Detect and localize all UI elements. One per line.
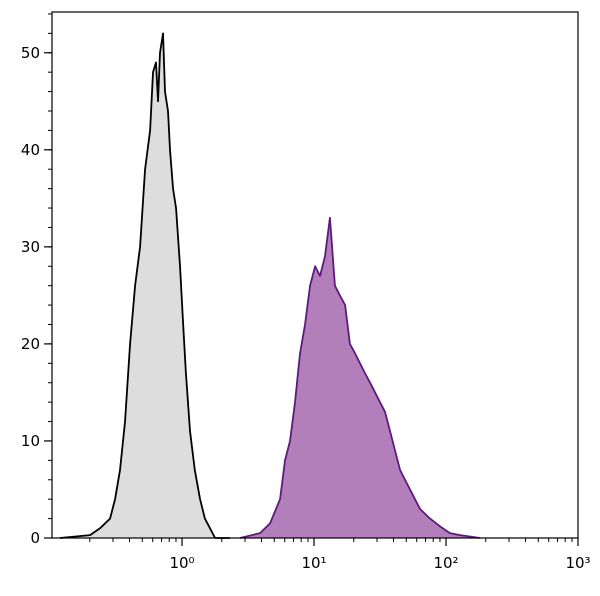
x-tick-label: 10² (433, 554, 458, 572)
x-tick-label: 10¹ (301, 554, 326, 572)
histogram-line (239, 216, 481, 539)
y-tick-label: 0 (30, 529, 40, 547)
plot-frame (51, 11, 579, 539)
y-tick-label: 20 (21, 335, 40, 353)
y-tick-label: 10 (21, 432, 40, 450)
y-tick-label: 30 (21, 238, 40, 256)
y-tick-label: 50 (21, 44, 40, 62)
x-tick-label: 10⁰ (169, 554, 194, 572)
histogram-line (59, 32, 231, 539)
x-tick-label: 10³ (565, 554, 590, 572)
y-tick-label: 40 (21, 141, 40, 159)
